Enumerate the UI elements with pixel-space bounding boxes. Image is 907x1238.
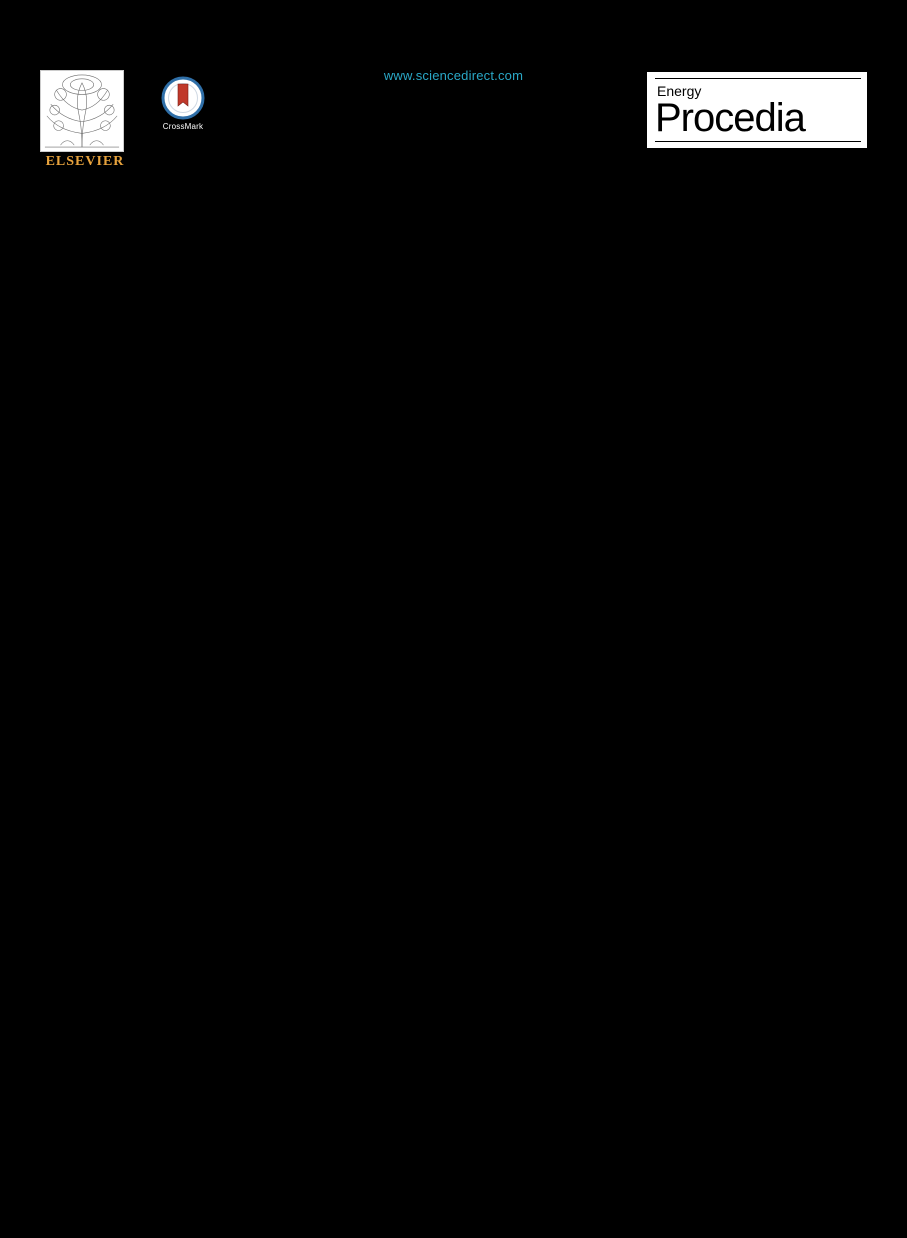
crossmark-badge[interactable]: CrossMark <box>155 76 211 131</box>
journal-title-box: Energy Procedia <box>647 72 867 148</box>
paper-header: ELSEVIER CrossMark www.sciencedirect.com… <box>40 70 867 190</box>
journal-title: Procedia <box>655 99 861 139</box>
crossmark-label: CrossMark <box>155 122 211 131</box>
elsevier-tree-icon <box>40 70 124 152</box>
journal-rule-bottom <box>655 141 861 142</box>
sciencedirect-link[interactable]: www.sciencedirect.com <box>384 68 523 83</box>
elsevier-logo-block: ELSEVIER <box>40 70 130 170</box>
journal-rule-top <box>655 78 861 79</box>
elsevier-wordmark: ELSEVIER <box>40 154 130 170</box>
crossmark-icon <box>161 76 205 120</box>
